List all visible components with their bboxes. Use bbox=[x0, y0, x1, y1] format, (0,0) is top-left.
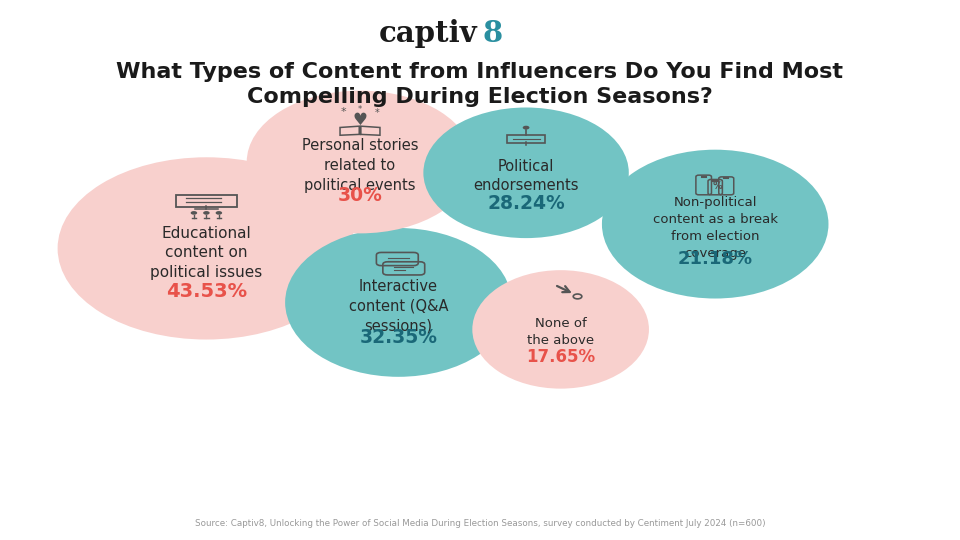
Text: %: % bbox=[712, 181, 722, 191]
Text: Source: Captiv8, Unlocking the Power of Social Media During Election Seasons, su: Source: Captiv8, Unlocking the Power of … bbox=[195, 519, 765, 528]
Text: 30%: 30% bbox=[338, 186, 382, 205]
Text: 17.65%: 17.65% bbox=[526, 348, 595, 366]
Ellipse shape bbox=[472, 270, 649, 389]
Text: *: * bbox=[358, 105, 362, 114]
Circle shape bbox=[191, 211, 197, 215]
Text: *: * bbox=[374, 108, 379, 118]
Text: Political
endorsements: Political endorsements bbox=[473, 159, 579, 193]
Ellipse shape bbox=[423, 107, 629, 238]
Text: 28.24%: 28.24% bbox=[488, 194, 564, 213]
Ellipse shape bbox=[285, 228, 512, 377]
Circle shape bbox=[204, 211, 209, 215]
Text: captiv: captiv bbox=[378, 19, 477, 48]
Text: 32.35%: 32.35% bbox=[359, 328, 438, 347]
Text: *: * bbox=[340, 107, 346, 117]
Ellipse shape bbox=[602, 150, 828, 299]
Text: 21.18%: 21.18% bbox=[678, 250, 753, 268]
Text: Personal stories
related to
political events: Personal stories related to political ev… bbox=[301, 138, 419, 193]
Circle shape bbox=[216, 211, 222, 215]
Text: 43.53%: 43.53% bbox=[166, 282, 247, 301]
Text: What Types of Content from Influencers Do You Find Most
Compelling During Electi: What Types of Content from Influencers D… bbox=[116, 62, 844, 107]
Text: Non-political
content as a break
from election
coverage: Non-political content as a break from el… bbox=[653, 196, 778, 260]
Ellipse shape bbox=[247, 91, 473, 233]
Circle shape bbox=[522, 126, 530, 130]
Text: 8: 8 bbox=[483, 19, 503, 48]
Text: None of
the above: None of the above bbox=[527, 318, 594, 347]
Text: Educational
content on
political issues: Educational content on political issues bbox=[151, 226, 262, 280]
Text: Interactive
content (Q&A
sessions): Interactive content (Q&A sessions) bbox=[348, 279, 448, 333]
Ellipse shape bbox=[58, 157, 355, 340]
Text: ♥: ♥ bbox=[352, 111, 368, 129]
